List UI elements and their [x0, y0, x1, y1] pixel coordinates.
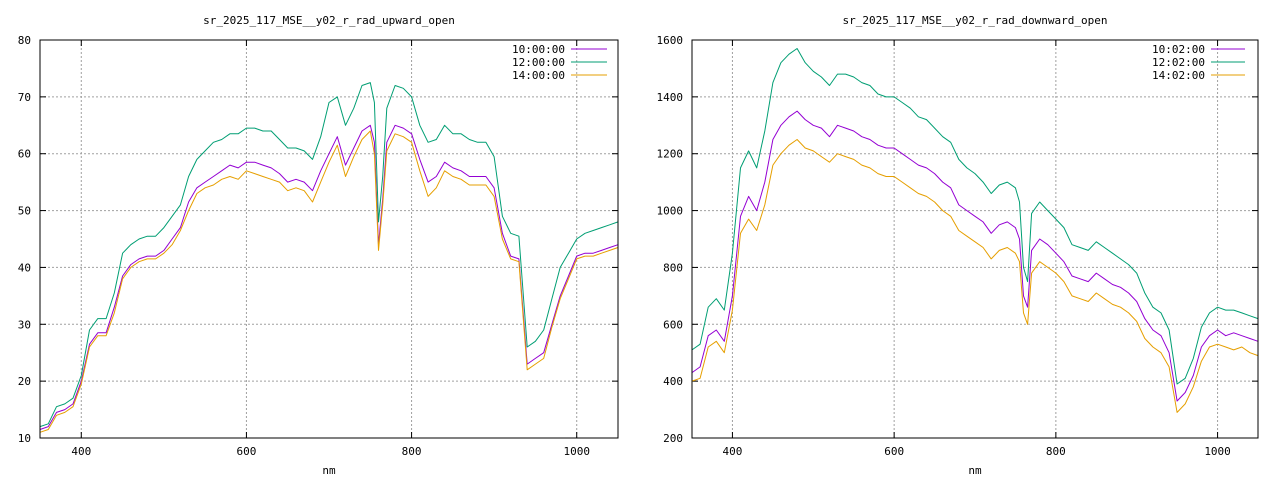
- y-tick-label: 60: [18, 148, 31, 161]
- series-line-14:02:00: [691, 139, 1259, 413]
- series-line-12:00:00: [39, 82, 619, 428]
- x-tick-label: 600: [884, 445, 904, 458]
- legend-label: 12:02:00: [1152, 56, 1205, 69]
- x-axis-label: nm: [968, 464, 982, 477]
- x-tick-label: 800: [402, 445, 422, 458]
- series-group: [691, 48, 1259, 413]
- series-group: [39, 82, 619, 433]
- plot-frame: [691, 39, 1259, 439]
- y-tick-label: 1600: [657, 34, 684, 47]
- legend-label: 12:00:00: [512, 56, 565, 69]
- legend-label: 14:00:00: [512, 69, 565, 82]
- y-tick-label: 40: [18, 261, 31, 274]
- y-tick-label: 80: [18, 34, 31, 47]
- chart-downward-open: sr_2025_117_MSE__y02_r_rad_downward_open…: [657, 14, 1259, 477]
- x-axis-label: nm: [322, 464, 336, 477]
- y-tick-label: 1000: [657, 205, 684, 218]
- x-tick-label: 800: [1046, 445, 1066, 458]
- y-tick-label: 1200: [657, 148, 684, 161]
- x-tick-label: 1000: [563, 445, 590, 458]
- series-line-10:02:00: [691, 110, 1259, 402]
- legend-label: 10:02:00: [1152, 43, 1205, 56]
- x-tick-label: 400: [722, 445, 742, 458]
- x-tick-label: 1000: [1204, 445, 1231, 458]
- series-line-10:00:00: [39, 124, 619, 430]
- series-line-14:00:00: [39, 130, 619, 433]
- legend-label: 10:00:00: [512, 43, 565, 56]
- chart-upward-open: sr_2025_117_MSE__y02_r_rad_upward_open n…: [18, 14, 619, 477]
- x-tick-label: 600: [236, 445, 256, 458]
- y-tick-label: 400: [663, 375, 683, 388]
- series-line-12:02:00: [691, 48, 1259, 385]
- chart-title: sr_2025_117_MSE__y02_r_rad_downward_open: [843, 14, 1108, 27]
- legend-label: 14:02:00: [1152, 69, 1205, 82]
- y-tick-label: 600: [663, 318, 683, 331]
- y-tick-label: 800: [663, 261, 683, 274]
- y-tick-label: 1400: [657, 91, 684, 104]
- y-tick-label: 70: [18, 91, 31, 104]
- grid: [40, 40, 618, 438]
- y-tick-label: 20: [18, 375, 31, 388]
- y-tick-label: 200: [663, 432, 683, 445]
- y-tick-label: 10: [18, 432, 31, 445]
- chart-title: sr_2025_117_MSE__y02_r_rad_upward_open: [203, 14, 455, 27]
- y-tick-label: 30: [18, 318, 31, 331]
- plot-frame: [39, 39, 619, 439]
- y-tick-label: 50: [18, 205, 31, 218]
- x-tick-label: 400: [71, 445, 91, 458]
